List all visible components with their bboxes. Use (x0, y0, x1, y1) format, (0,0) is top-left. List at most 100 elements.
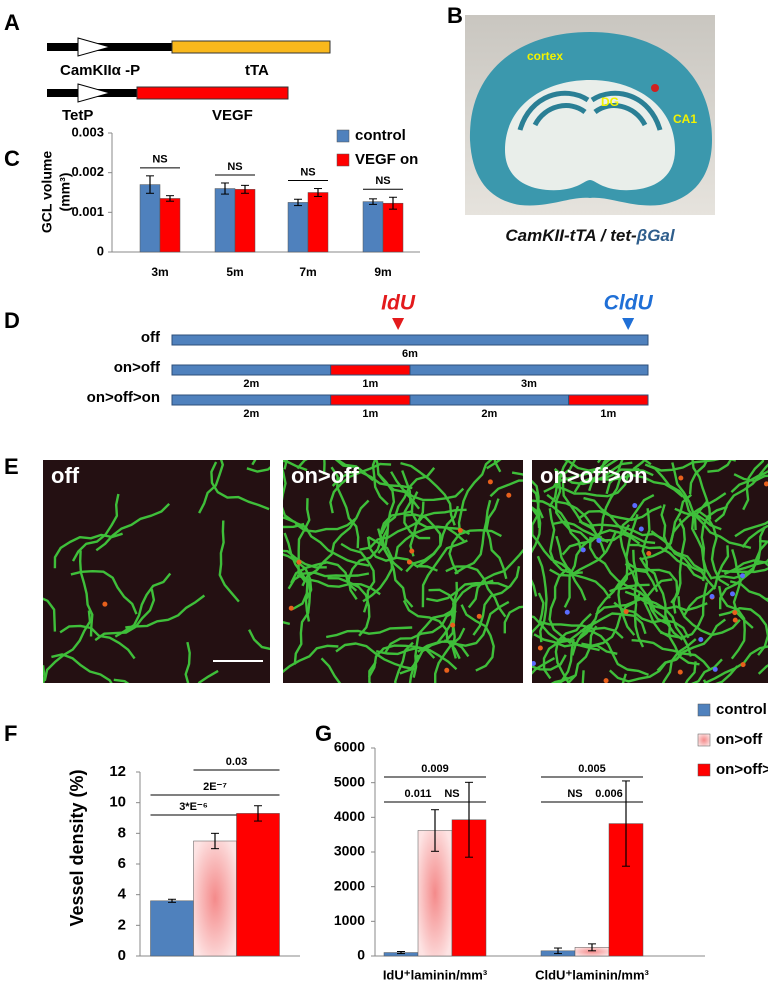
x-tick-label: 5m (226, 265, 243, 279)
vessel (331, 470, 413, 490)
vessel (198, 460, 224, 514)
marker-arrow (392, 318, 405, 330)
vessel (554, 469, 590, 542)
vessel (660, 582, 709, 639)
vessel (210, 461, 270, 511)
legend-swatch (336, 153, 350, 167)
row-label: off (141, 329, 161, 346)
vessel (197, 669, 219, 683)
y-tick-label: 3000 (334, 843, 365, 859)
stain-spot (651, 84, 659, 92)
vessel (125, 594, 206, 629)
vessel (663, 492, 727, 553)
timeline-segment (409, 364, 649, 376)
vessel (552, 520, 630, 542)
vessel (486, 460, 502, 470)
gene-bar (171, 40, 331, 54)
gene-label: VEGF (212, 107, 253, 124)
promoter-arrow (77, 37, 112, 57)
vessel (742, 460, 765, 511)
vessel (557, 676, 569, 683)
vessel (400, 461, 456, 526)
vessel (489, 479, 523, 498)
nucleus (623, 609, 629, 615)
vessel (43, 610, 92, 681)
timeline-segment (330, 364, 411, 376)
vessel (532, 532, 587, 601)
bar (159, 198, 181, 253)
vessel (632, 549, 671, 627)
nucleus (487, 479, 493, 485)
nucleus (603, 678, 609, 683)
vessel (548, 460, 577, 508)
legend-swatch (697, 703, 711, 717)
vessel (381, 528, 414, 608)
vessel (618, 586, 684, 641)
bar (382, 202, 404, 253)
vessel (536, 555, 548, 643)
nucleus (406, 559, 412, 565)
vessel (248, 629, 270, 651)
vessel (532, 657, 556, 675)
significance-label: NS (300, 166, 315, 178)
vessel (251, 460, 257, 466)
vessel (409, 508, 467, 557)
vessel (563, 460, 600, 472)
vessel (627, 543, 705, 581)
vessel (368, 661, 377, 683)
vessel (283, 644, 339, 674)
significance-label: 0.03 (226, 756, 247, 768)
nucleus (296, 559, 302, 565)
segment-label: 2m (481, 408, 497, 420)
vessel (631, 639, 712, 671)
vessel (394, 641, 414, 683)
significance-label: NS (444, 788, 459, 800)
vessel (79, 550, 94, 637)
segment-label: 6m (402, 348, 418, 360)
timeline-segment (171, 334, 649, 346)
timeline-segment (171, 394, 332, 406)
vessel (573, 468, 654, 493)
vessel (691, 658, 723, 683)
vessel (485, 498, 508, 580)
vessel (543, 460, 570, 493)
vessel (410, 491, 471, 535)
micrograph-title: on>off (291, 463, 359, 488)
vessel (401, 470, 431, 540)
x-tick-label: 9m (374, 265, 391, 279)
vessel (632, 460, 647, 471)
segment-label: 1m (362, 378, 378, 390)
vessels (283, 460, 523, 683)
vessel (296, 460, 374, 482)
y-tick-label: 10 (109, 794, 126, 811)
vessel (734, 520, 768, 538)
row-label: on>off (114, 359, 161, 376)
significance-label: 3*E⁻⁶ (179, 801, 208, 813)
region-label: DG (601, 95, 619, 109)
vessel (532, 592, 545, 639)
promoter-label: TetP (62, 107, 93, 124)
nucleus (732, 610, 738, 616)
timeline-segment (171, 364, 332, 376)
bar (362, 201, 384, 253)
bar (287, 202, 309, 253)
vessel (556, 638, 575, 683)
y-tick-label: 6000 (334, 739, 365, 755)
bar (236, 813, 280, 957)
timeline-segment (568, 394, 649, 406)
vessel (53, 532, 123, 569)
promoter-label: CamKIIα -P (60, 62, 140, 79)
significance-label: 2E⁻⁷ (203, 781, 227, 793)
vessel (325, 626, 413, 639)
hippocampus-arc (532, 103, 587, 127)
gene-label: tTA (245, 62, 269, 79)
vessel (347, 528, 383, 600)
vessel (588, 460, 608, 492)
region-label: cortex (527, 49, 563, 63)
vessel (43, 665, 46, 683)
vessel (283, 532, 309, 611)
nucleus (288, 605, 294, 611)
vessel (114, 572, 172, 638)
vessel (600, 474, 684, 498)
nucleus (740, 573, 746, 579)
